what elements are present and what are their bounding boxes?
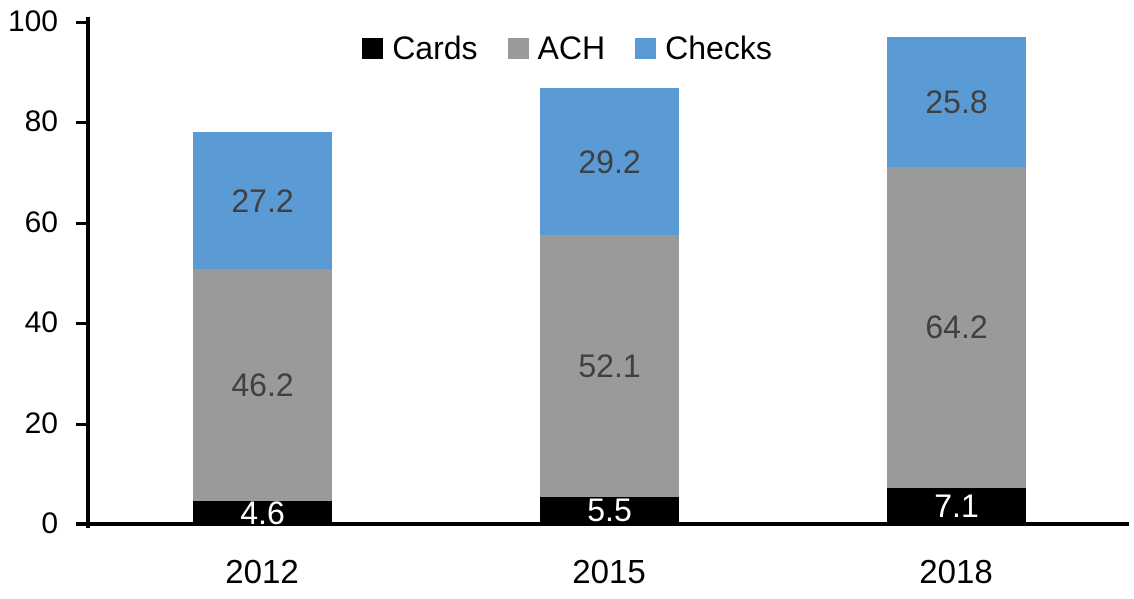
legend-swatch-checks	[635, 37, 657, 59]
y-axis-tick-label: 40	[24, 306, 58, 340]
y-axis-tick-label: 0	[41, 507, 58, 540]
y-axis-tick	[76, 221, 86, 225]
bar-segment-checks-2012: 27.2	[193, 132, 332, 269]
legend-item-checks: Checks	[635, 32, 772, 64]
y-axis-tick	[76, 322, 86, 326]
legend-label: Cards	[392, 30, 478, 66]
bar-segment-ach-2018: 64.2	[887, 166, 1026, 488]
legend-label: ACH	[537, 30, 606, 66]
value-label: 27.2	[231, 182, 294, 219]
bar-segment-cards-2018: 7.1	[887, 488, 1026, 524]
legend: Cards ACH Checks	[0, 32, 1134, 64]
y-axis-tick-label: 100	[7, 5, 58, 38]
y-axis-tick-label: 60	[24, 205, 58, 239]
y-axis-tick	[76, 21, 86, 24]
value-label: 5.5	[587, 492, 632, 528]
bar-segment-ach-2015: 52.1	[540, 235, 679, 497]
y-axis-tick	[76, 422, 86, 426]
y-axis-tick	[76, 121, 86, 125]
y-axis-tick-label: 80	[24, 105, 58, 139]
value-label: 46.2	[231, 367, 294, 403]
value-label: 64.2	[925, 309, 988, 345]
value-label: 25.8	[925, 84, 988, 120]
x-axis-line	[76, 522, 1129, 526]
legend-swatch-cards	[362, 37, 384, 59]
bar-segment-checks-2018: 25.8	[887, 37, 1026, 167]
value-label: 52.1	[578, 348, 641, 384]
bar-segment-cards-2012: 4.6	[193, 497, 332, 529]
y-axis-tick-label: 20	[24, 406, 58, 440]
value-label: 29.2	[578, 143, 641, 180]
legend-item-cards: Cards	[362, 30, 478, 66]
x-axis-category-label: 2018	[919, 553, 993, 590]
bar-segment-checks-2015: 29.2	[540, 88, 679, 235]
legend-label: Checks	[665, 30, 772, 66]
value-label: 4.6	[240, 494, 285, 531]
legend-swatch-ach	[507, 37, 529, 59]
bar-segment-cards-2015: 5.5	[540, 492, 679, 528]
x-axis-category-label: 2012	[225, 553, 299, 590]
value-label: 7.1	[934, 488, 979, 524]
bar-segment-ach-2012: 46.2	[193, 269, 332, 501]
y-axis-line	[86, 17, 90, 528]
x-axis-category-label: 2015	[572, 553, 646, 590]
legend-item-ach: ACH	[507, 30, 606, 66]
